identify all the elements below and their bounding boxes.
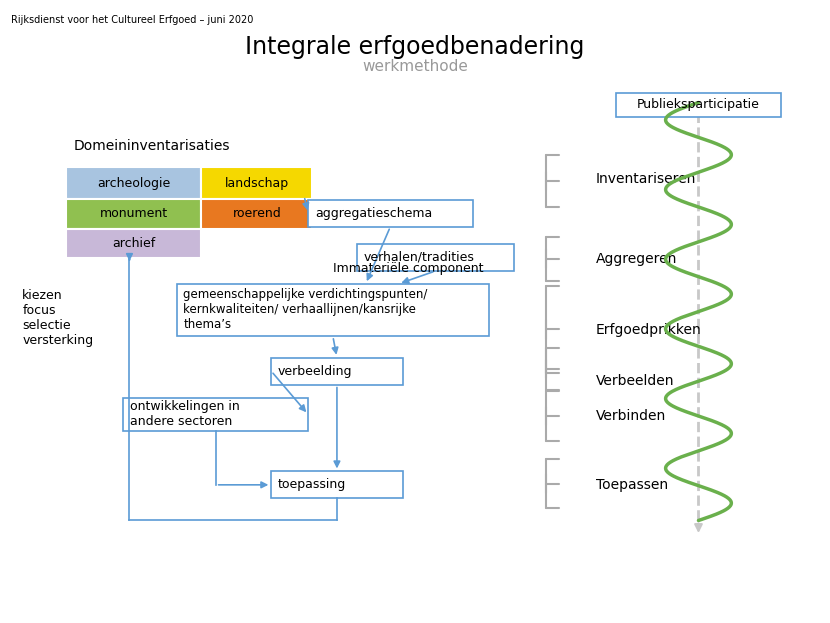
- Text: Verbeelden: Verbeelden: [596, 374, 674, 388]
- FancyBboxPatch shape: [66, 199, 202, 229]
- FancyBboxPatch shape: [271, 358, 403, 384]
- FancyBboxPatch shape: [177, 284, 489, 336]
- FancyBboxPatch shape: [66, 167, 202, 199]
- FancyBboxPatch shape: [66, 229, 202, 258]
- Text: Publieksparticipatie: Publieksparticipatie: [637, 98, 760, 112]
- FancyBboxPatch shape: [358, 244, 514, 271]
- Text: roerend: roerend: [232, 207, 281, 221]
- Text: Domeininventarisaties: Domeininventarisaties: [74, 138, 231, 153]
- Text: aggregatieschema: aggregatieschema: [315, 207, 432, 220]
- Text: Immateriële component: Immateriële component: [333, 262, 483, 275]
- Text: Aggregeren: Aggregeren: [596, 252, 677, 266]
- Text: werkmethode: werkmethode: [362, 59, 468, 75]
- FancyBboxPatch shape: [202, 199, 312, 229]
- Text: Integrale erfgoedbenadering: Integrale erfgoedbenadering: [246, 35, 584, 59]
- FancyBboxPatch shape: [271, 472, 403, 498]
- Text: verbeelding: verbeelding: [278, 364, 352, 378]
- FancyBboxPatch shape: [202, 167, 312, 199]
- Text: Toepassen: Toepassen: [596, 478, 668, 492]
- Text: landschap: landschap: [225, 176, 289, 189]
- Text: toepassing: toepassing: [278, 478, 346, 492]
- FancyBboxPatch shape: [308, 199, 472, 227]
- Text: Rijksdienst voor het Cultureel Erfgoed – juni 2020: Rijksdienst voor het Cultureel Erfgoed –…: [11, 15, 253, 25]
- Text: verhalen/tradities: verhalen/tradities: [364, 251, 475, 264]
- Text: Verbinden: Verbinden: [596, 409, 666, 423]
- Text: Inventariseren: Inventariseren: [596, 173, 696, 186]
- Text: ontwikkelingen in
andere sectoren: ontwikkelingen in andere sectoren: [129, 401, 240, 429]
- Text: archeologie: archeologie: [97, 176, 170, 189]
- Text: archief: archief: [112, 237, 155, 250]
- FancyBboxPatch shape: [124, 397, 308, 431]
- Text: gemeenschappelijke verdichtingspunten/
kernkwaliteiten/ verhaallijnen/kansrijke
: gemeenschappelijke verdichtingspunten/ k…: [183, 288, 427, 331]
- Text: kiezen
focus
selectie
versterking: kiezen focus selectie versterking: [22, 288, 93, 346]
- Text: Erfgoedprikken: Erfgoedprikken: [596, 323, 701, 337]
- FancyBboxPatch shape: [617, 93, 781, 117]
- Text: monument: monument: [100, 207, 168, 221]
